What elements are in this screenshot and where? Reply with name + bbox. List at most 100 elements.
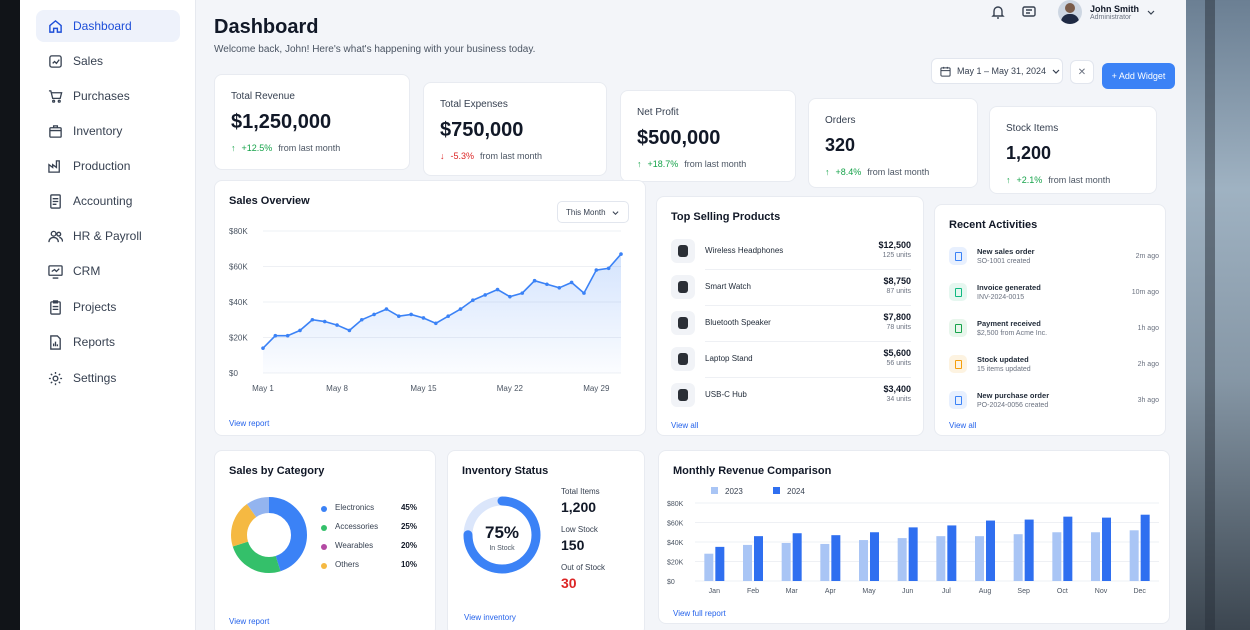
- product-units: 34 units: [886, 396, 911, 403]
- recent-activities-card: Recent Activities New sales order SO-1001…: [934, 204, 1166, 436]
- legend-entry: Electronics 45%: [321, 503, 417, 517]
- view-full-report-link[interactable]: View full report: [673, 609, 726, 618]
- sidebar-item-purchases[interactable]: Purchases: [36, 80, 180, 112]
- stat-card-revenue: Total Revenue $1,250,000 ↑ +12.5% from las…: [214, 74, 410, 170]
- card-title: Sales Overview: [229, 195, 310, 207]
- data-point: [619, 252, 623, 256]
- x-tick-label: May 22: [497, 384, 524, 393]
- data-point: [261, 346, 265, 350]
- stat-label: Stock Items: [1006, 123, 1059, 134]
- bar: [870, 532, 879, 581]
- data-point: [569, 280, 574, 285]
- x-tick-label: Jul: [942, 588, 951, 595]
- activity-time: 2m ago: [1135, 253, 1159, 260]
- stat-label: Total Revenue: [231, 91, 295, 102]
- sidebar-item-settings[interactable]: Settings: [36, 362, 180, 394]
- bell-icon[interactable]: [990, 4, 1006, 20]
- period-select[interactable]: This Month: [557, 201, 629, 223]
- document-icon: [954, 287, 962, 297]
- stat-card-orders: Orders 320 ↑ +8.4% from last month: [808, 98, 978, 188]
- category-donut-chart: [231, 497, 307, 573]
- document-icon: [954, 359, 962, 369]
- data-point: [310, 317, 315, 322]
- legend-label: Accessories: [335, 522, 379, 531]
- sidebar-item-accounting[interactable]: Accounting: [36, 185, 180, 217]
- user-menu[interactable]: John Smith Administrator: [1058, 0, 1155, 24]
- legend-entry: Wearables 20%: [321, 541, 417, 555]
- data-point: [359, 317, 364, 322]
- activity-time: 10m ago: [1131, 289, 1159, 296]
- bar: [743, 544, 752, 581]
- view-report-link[interactable]: View report: [229, 419, 270, 428]
- sidebar-item-sales[interactable]: Sales: [36, 45, 180, 77]
- product-icon: [671, 275, 695, 299]
- y-tick-label: $40K: [229, 298, 248, 307]
- clear-date-button[interactable]: ✕: [1070, 60, 1094, 84]
- bar: [1013, 534, 1023, 581]
- activity-row: Stock updated 15 items updated 2h ago: [949, 355, 1159, 387]
- bar: [792, 533, 802, 581]
- view-all-products-link[interactable]: View all: [671, 421, 699, 430]
- message-icon[interactable]: [1021, 4, 1037, 20]
- product-row: Bluetooth Speaker $7,800 78 units: [671, 309, 911, 342]
- top-products-card: Top Selling Products Wireless Headphones…: [656, 196, 924, 436]
- sidebar-item-production[interactable]: Production: [36, 150, 180, 182]
- sidebar-item-reports[interactable]: Reports: [36, 326, 180, 358]
- stat-value: $1,250,000: [231, 111, 332, 133]
- chevron-down-icon: [1052, 69, 1060, 74]
- avatar: [1058, 0, 1082, 24]
- view-inventory-link[interactable]: View inventory: [464, 613, 516, 622]
- sidebar-item-label: Projects: [73, 300, 117, 314]
- bar: [831, 535, 841, 581]
- box-icon: [49, 124, 62, 138]
- activity-row: New sales order SO-1001 created 2m ago: [949, 247, 1159, 279]
- x-tick-label: Jun: [902, 588, 913, 595]
- factory-icon: [48, 159, 60, 173]
- activity-icon: [949, 283, 967, 301]
- x-tick-label: May: [862, 588, 876, 595]
- activity-subtitle: PO-2024-0056 created: [977, 402, 1049, 409]
- user-name: John Smith: [1090, 3, 1139, 14]
- x-tick-label: Dec: [1133, 588, 1146, 595]
- view-all-activities-link[interactable]: View all: [949, 421, 977, 430]
- arrow-up-icon: ↑: [637, 159, 642, 169]
- x-tick-label: Oct: [1057, 588, 1068, 595]
- y-tick-label: $80K: [229, 227, 248, 236]
- home-icon: [49, 19, 62, 33]
- bar: [947, 525, 957, 581]
- x-tick-label: May 8: [326, 384, 348, 393]
- stat-card-stock-items: Stock Items 1,200 ↑ +2.1% from last month: [989, 106, 1157, 194]
- y-tick-label: $20K: [667, 560, 684, 567]
- legend-label: 2024: [787, 487, 805, 496]
- view-report-link[interactable]: View report: [229, 617, 270, 626]
- sidebar-item-label: Production: [73, 159, 131, 173]
- bar: [986, 520, 995, 581]
- change-value: +18.7%: [647, 159, 679, 169]
- y-tick-label: $80K: [667, 501, 684, 508]
- sidebar-item-projects[interactable]: Projects: [36, 291, 180, 323]
- legend-label: Wearables: [335, 541, 374, 550]
- x-tick-label: Mar: [786, 588, 799, 595]
- activity-row: Payment received $2,500 from Acme Inc. 1h …: [949, 319, 1159, 351]
- sidebar-item-label: Purchases: [73, 89, 130, 103]
- stat-value: 1,200: [1006, 143, 1052, 163]
- out-of-stock-label: Out of Stock: [561, 563, 606, 572]
- bar: [715, 546, 725, 581]
- chevron-down-icon: [1147, 10, 1155, 15]
- add-widget-button[interactable]: + Add Widget: [1102, 63, 1175, 89]
- bar: [1129, 530, 1139, 581]
- date-range-picker[interactable]: May 1 – May 31, 2024: [931, 58, 1063, 84]
- change-suffix: from last month: [867, 167, 930, 177]
- sidebar-item-dashboard[interactable]: Dashboard: [36, 10, 180, 42]
- data-point: [508, 294, 512, 299]
- document-icon: [954, 323, 962, 333]
- change-value: +12.5%: [241, 143, 273, 153]
- x-tick-label: May 15: [410, 384, 437, 393]
- sidebar-item-hr-payroll[interactable]: HR & Payroll: [36, 220, 180, 252]
- row-divider: [705, 341, 911, 342]
- legend-value: 45%: [400, 503, 417, 512]
- product-name: USB-C Hub: [705, 390, 747, 399]
- sidebar-item-crm[interactable]: CRM: [36, 255, 180, 287]
- sidebar-item-inventory[interactable]: Inventory: [36, 115, 180, 147]
- calendar-icon: [940, 66, 951, 77]
